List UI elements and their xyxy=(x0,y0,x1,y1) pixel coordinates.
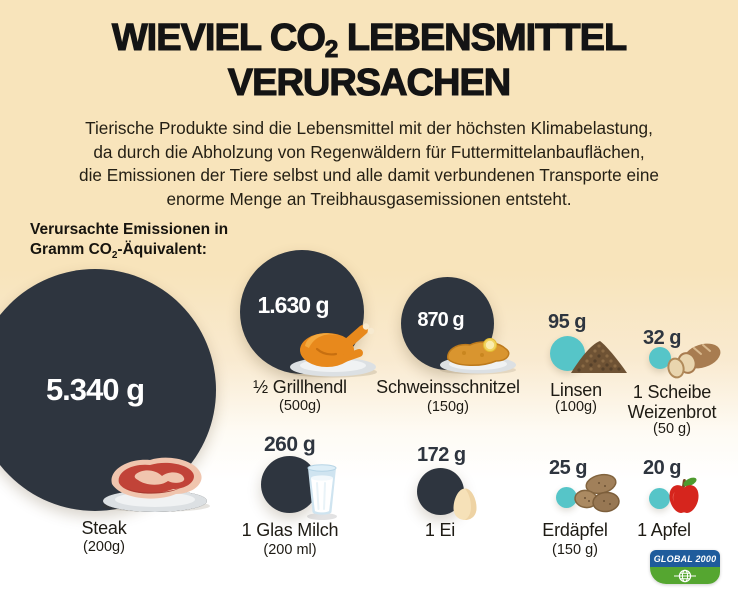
apple-icon xyxy=(669,477,699,513)
food-weight-grillhendl: (500g) xyxy=(279,398,321,414)
food-name-steak: Steak xyxy=(81,518,127,538)
food-weight-weizenbrot: (50 g) xyxy=(653,421,691,437)
title-text: LEBENSMITTEL xyxy=(337,17,627,59)
title-line-2: VERURSACHEN xyxy=(227,62,512,104)
food-name-erdaepfel: Erdäpfel xyxy=(542,520,608,540)
intro-line: die Emissionen der Tiere selbst und alle… xyxy=(79,165,659,186)
bread-icon xyxy=(667,343,721,379)
emission-circle-weizenbrot xyxy=(649,347,671,369)
potatoes-icon xyxy=(574,473,620,513)
legend-text: -Äquivalent: xyxy=(117,240,207,258)
egg-icon xyxy=(453,488,477,520)
legend-label: Verursachte Emissionen in Gramm CO2-Äqui… xyxy=(30,220,228,261)
title-line-1: WIEVIEL CO2 LEBENSMITTEL xyxy=(0,17,738,63)
logo-text: GLOBAL 2000 xyxy=(653,553,717,564)
logo-text-band: GLOBAL 2000 xyxy=(650,550,720,567)
food-name-apfel: 1 Apfel xyxy=(637,520,691,540)
emission-value-linsen: 95 g xyxy=(548,311,587,333)
emission-value-grillhendl: 1.630 g xyxy=(257,291,330,318)
emission-value-schweinsschnitzel: 870 g xyxy=(417,309,464,331)
lentils-icon xyxy=(571,341,627,373)
globe-icon xyxy=(674,569,696,582)
legend-line-1: Verursachte Emissionen in xyxy=(30,221,229,238)
emission-value-milch: 260 g xyxy=(264,433,316,456)
food-weight-schweinsschnitzel: (150g) xyxy=(427,399,469,415)
food-name-milch: 1 Glas Milch xyxy=(241,520,339,540)
legend-line-2: Gramm CO2-Äquivalent: xyxy=(30,240,228,262)
food-weight-milch: (200 ml) xyxy=(263,542,317,558)
food-weight-erdaepfel: (150 g) xyxy=(552,542,598,558)
food-weight-linsen: (100g) xyxy=(555,399,597,415)
intro-line: da durch die Abholzung von Regenwäldern … xyxy=(93,141,645,162)
title-text: WIEVIEL CO xyxy=(111,17,326,59)
global2000-logo: GLOBAL 2000 xyxy=(650,550,720,584)
roast-chicken-icon xyxy=(289,323,377,378)
food-weight-steak: (200g) xyxy=(83,539,125,555)
milk-glass-icon xyxy=(307,464,337,520)
steak-icon xyxy=(102,457,210,512)
emission-value-steak: 5.340 g xyxy=(45,372,145,407)
co2-subscript: 2 xyxy=(324,35,339,63)
emission-value-weizenbrot: 32 g xyxy=(643,327,682,349)
emission-circle-erdaepfel xyxy=(556,487,577,508)
emission-value-erdaepfel: 25 g xyxy=(549,457,588,479)
emission-circle-apfel xyxy=(649,488,670,509)
intro-line: enorme Menge an Treibhausgasemissionen e… xyxy=(166,188,572,209)
co2-subscript: 2 xyxy=(111,249,118,261)
food-name-linsen: Linsen xyxy=(550,380,602,400)
intro-line: Tierische Produkte sind die Lebensmittel… xyxy=(85,118,653,138)
intro-text: Tierische Produkte sind die Lebensmittel… xyxy=(29,117,709,211)
food-name-ei: 1 Ei xyxy=(424,520,456,540)
legend-text: Gramm CO xyxy=(30,240,112,258)
emission-value-apfel: 20 g xyxy=(643,457,682,479)
schnitzel-icon xyxy=(440,338,516,375)
food-name-weizenbrot: 1 Scheibe Weizenbrot xyxy=(627,382,717,422)
page-title: WIEVIEL CO2 LEBENSMITTEL VERURSACHEN xyxy=(0,17,738,104)
emission-value-ei: 172 g xyxy=(417,444,466,466)
emission-circle-milch xyxy=(261,456,318,513)
food-name-schweinsschnitzel: Schweinsschnitzel xyxy=(376,377,520,397)
food-name-grillhendl: ½ Grillhendl xyxy=(253,377,347,397)
logo-globe-band xyxy=(650,567,720,584)
